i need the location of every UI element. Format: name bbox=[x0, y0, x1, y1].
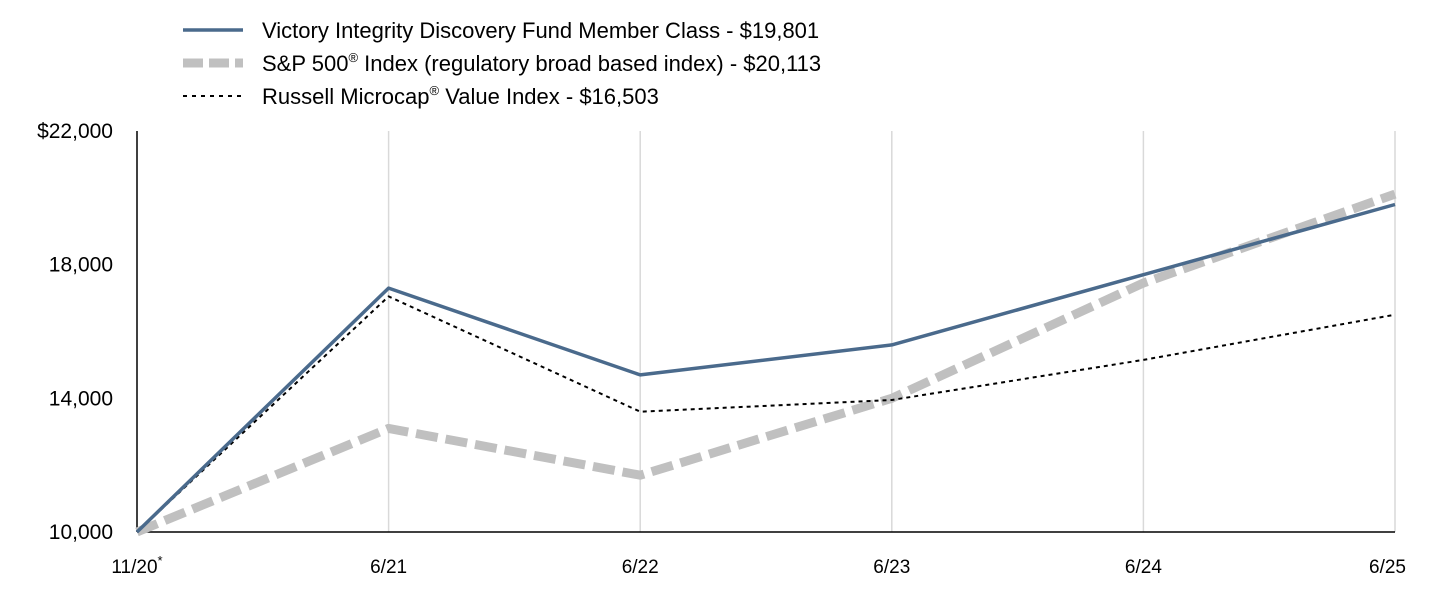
y-tick-label-0: 10,000 bbox=[49, 521, 113, 544]
legend: Victory Integrity Discovery Fund Member … bbox=[183, 18, 821, 109]
series-lines bbox=[135, 189, 1397, 537]
x-tick-label-0: 11/20* bbox=[111, 553, 162, 578]
x-tick-label-4: 6/24 bbox=[1125, 557, 1162, 578]
legend-label-2: Russell Microcap® Value Index - $16,503 bbox=[262, 83, 659, 109]
y-tick-label-3: $22,000 bbox=[37, 120, 113, 143]
x-tick-label-2: 6/22 bbox=[622, 557, 659, 578]
x-tick-labels: 11/20* 6/21 6/22 6/23 6/24 6/25 bbox=[111, 553, 1406, 578]
series-line-0 bbox=[135, 202, 1396, 534]
y-tick-label-1: 14,000 bbox=[49, 387, 113, 410]
legend-label-1: S&P 500® Index (regulatory broad based i… bbox=[262, 50, 821, 76]
axes bbox=[136, 131, 1395, 533]
y-tick-labels: 10,000 14,000 18,000 $22,000 bbox=[37, 120, 113, 544]
x-tick-label-5: 6/25 bbox=[1369, 557, 1406, 578]
series-line-1 bbox=[135, 189, 1397, 537]
series-line-2 bbox=[136, 295, 1396, 533]
gridlines bbox=[387, 131, 1396, 532]
legend-label-0: Victory Integrity Discovery Fund Member … bbox=[262, 18, 819, 43]
x-tick-label-3: 6/23 bbox=[873, 557, 910, 578]
y-tick-label-2: 18,000 bbox=[49, 254, 113, 277]
x-tick-label-1: 6/21 bbox=[370, 557, 407, 578]
